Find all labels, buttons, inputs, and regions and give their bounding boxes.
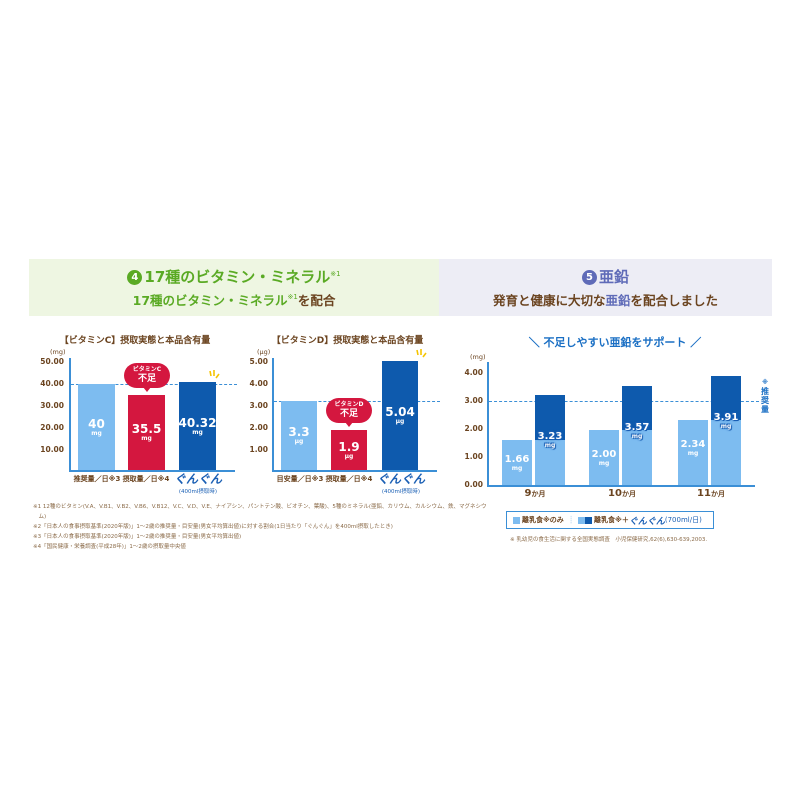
value-label: 3.23 mg — [537, 431, 563, 450]
value-label: 2.00 mg — [591, 449, 617, 468]
ytick: 30.00 — [40, 401, 64, 410]
bar-base-11m — [711, 420, 741, 485]
bar-gungun: 5.04 μg — [382, 361, 418, 470]
zinc-section-subtitle: 発育と健康に大切な亜鉛を配合しました — [492, 293, 719, 308]
x-label: 目安量／日※3 — [276, 475, 324, 483]
zinc-tagline: ＼ 不足しやすい亜鉛をサポート ／ — [528, 336, 702, 349]
legend-swatch-light — [513, 516, 520, 524]
callout-tail — [143, 387, 151, 392]
x-axis — [69, 470, 235, 472]
section-number-badge: 4 — [127, 270, 143, 285]
vitamin-c-unit: (mg) — [50, 348, 66, 356]
y-axis — [69, 358, 71, 471]
vitamin-section-subtitle: 17種のビタミン・ミネラル※1を配合 — [132, 293, 336, 308]
vitamin-section-title: 4 17種のビタミン・ミネラル※1 — [29, 266, 439, 287]
bar-intake: 35.5 mg — [128, 395, 165, 470]
ytick: 4.00 — [464, 368, 483, 377]
y-axis — [272, 358, 274, 471]
brand-logo: ぐんぐん — [376, 472, 425, 486]
ytick: 3.00 — [249, 401, 268, 410]
vitamin-section-header: 4 17種のビタミン・ミネラル※1 17種のビタミン・ミネラル※1を配合 — [29, 259, 439, 316]
zinc-section-title: 5 亜鉛 — [439, 266, 772, 287]
bar-base-10m — [622, 430, 652, 485]
month-label-9: 9か月 — [524, 488, 546, 499]
ytick: 1.00 — [464, 452, 483, 461]
legend-divider: ┊ — [568, 516, 574, 524]
value-label: 2.34 mg — [680, 439, 706, 458]
zinc-footnote: ※ 乳幼児の食生活に関する全国実態調査 小児保健研究,62(6),630-639… — [510, 537, 708, 543]
vitamin-d-chart-title: 【ビタミンD】摂取実態と本品含有量 — [271, 336, 424, 346]
x-axis — [272, 470, 437, 472]
month-label-10: 10か月 — [608, 488, 636, 499]
section-number-badge: 5 — [581, 270, 597, 285]
x-label: 推奨量／日※3 — [73, 475, 121, 483]
sparkle-icon — [209, 370, 220, 379]
bar-recommended: 40 mg — [78, 384, 115, 470]
bar-adequate: 3.3 μg — [281, 401, 317, 470]
ytick: 1.00 — [249, 445, 268, 454]
brand-note: (400ml摂取時) — [381, 489, 421, 495]
recommended-label: ※ 推奨量 — [761, 379, 769, 414]
ytick: 5.00 — [249, 357, 268, 366]
ytick: 10.00 — [40, 445, 64, 454]
value-label: 3.91 mg — [713, 412, 739, 431]
ytick: 20.00 — [40, 423, 64, 432]
chart-legend: 離乳食※のみ ┊ 離乳食※＋ ぐんぐん (700ml/日) — [506, 511, 714, 529]
zinc-section-header: 5 亜鉛 発育と健康に大切な亜鉛を配合しました — [439, 259, 772, 316]
brand-logo: ぐんぐん — [173, 472, 222, 486]
value-label: 3.57 mg — [624, 422, 650, 441]
ytick: 40.00 — [40, 379, 64, 388]
legend-swatch-light — [578, 516, 586, 524]
legend-swatch-dark — [585, 516, 593, 524]
ytick: 3.00 — [464, 396, 483, 405]
brand-note: (400ml摂取時) — [178, 489, 218, 495]
x-axis — [487, 485, 755, 487]
ytick: 50.00 — [40, 357, 64, 366]
deficiency-callout: ビタミンD 不足 — [326, 398, 372, 423]
callout-tail — [345, 422, 353, 427]
bar-gungun: 40.32 mg — [179, 382, 216, 470]
ytick: 4.00 — [249, 379, 268, 388]
vitamin-c-chart-title: 【ビタミンC】摂取実態と本品含有量 — [59, 336, 211, 346]
ytick: 2.00 — [464, 424, 483, 433]
value-label: 1.66 mg — [504, 454, 530, 473]
bar-food-only-9m — [502, 440, 532, 485]
month-label-11: 11か月 — [697, 488, 725, 499]
bar-intake: 1.9 μg — [331, 430, 367, 470]
x-label: 摂取量／日※4 — [122, 475, 170, 483]
bar-food-only-10m — [589, 430, 619, 485]
vitamin-d-unit: (μg) — [257, 348, 271, 356]
bar-food-only-11m — [678, 420, 708, 485]
x-label: 摂取量／日※4 — [325, 475, 373, 483]
bar-base-9m — [535, 440, 565, 485]
deficiency-callout: ビタミンC 不足 — [124, 363, 170, 388]
ytick: 2.00 — [249, 423, 268, 432]
ytick: 0.00 — [464, 480, 483, 489]
vitamin-footnotes: ※1 12種のビタミン(V.A、V.B1、V.B2、V.B6、V.B12、V.C… — [33, 504, 487, 550]
y-axis — [487, 362, 489, 486]
sparkle-icon — [416, 349, 427, 358]
zinc-unit: (mg) — [470, 353, 486, 361]
